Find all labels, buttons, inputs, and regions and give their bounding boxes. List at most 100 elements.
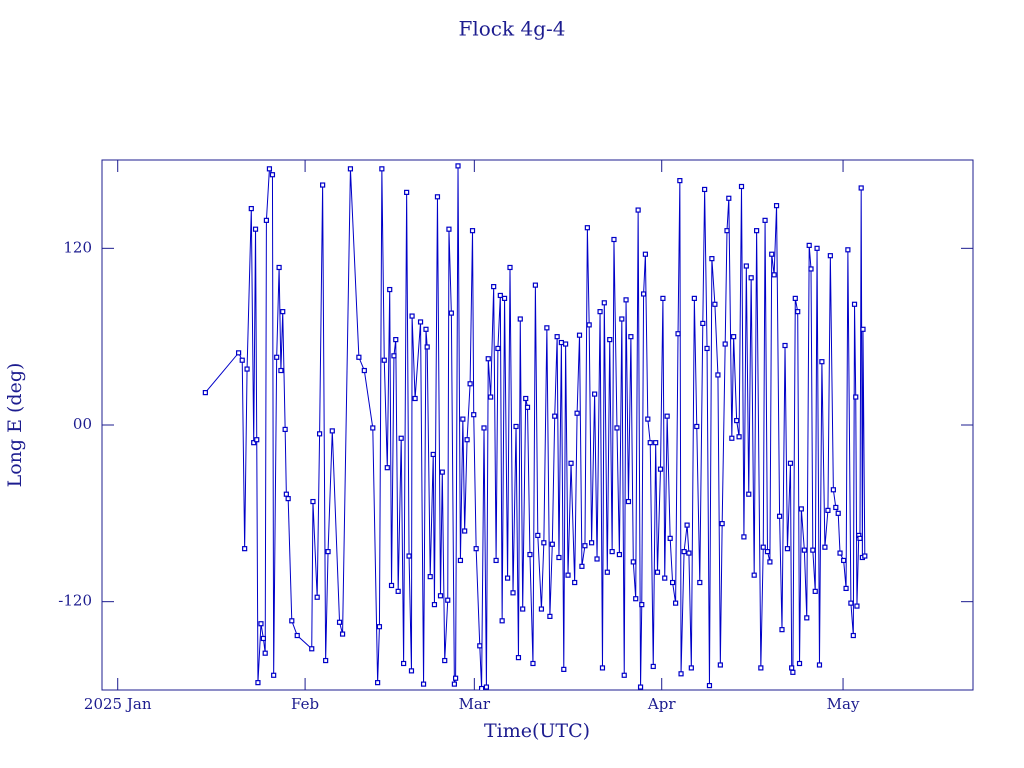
data-point xyxy=(630,559,636,565)
data-point xyxy=(497,292,503,299)
data-point xyxy=(782,342,788,349)
data-point xyxy=(771,272,777,278)
data-point xyxy=(563,341,569,347)
data-point xyxy=(485,356,491,362)
data-point xyxy=(361,367,367,374)
data-point xyxy=(792,295,798,301)
data-point xyxy=(568,460,574,466)
data-point xyxy=(776,513,783,519)
data-point xyxy=(406,553,412,559)
data-point xyxy=(751,572,757,578)
data-point xyxy=(473,546,479,552)
data-point xyxy=(439,469,445,475)
data-point xyxy=(391,353,397,359)
data-point xyxy=(601,300,607,306)
x-tick-label: Mar xyxy=(459,695,491,713)
data-point xyxy=(653,440,659,446)
data-point xyxy=(376,624,383,630)
data-point xyxy=(538,606,545,612)
data-point xyxy=(738,183,745,190)
data-point xyxy=(694,423,700,430)
data-point xyxy=(552,413,558,419)
data-point xyxy=(280,309,286,315)
data-point xyxy=(375,680,381,686)
data-point xyxy=(675,331,681,337)
data-point xyxy=(592,391,598,397)
chart-title: Flock 4g-4 xyxy=(458,17,565,41)
data-point xyxy=(242,546,248,552)
data-point xyxy=(408,668,415,674)
data-point xyxy=(437,593,444,599)
data-point xyxy=(239,357,245,363)
data-point xyxy=(576,332,583,338)
data-point xyxy=(269,172,276,178)
data-point xyxy=(604,569,610,575)
data-point xyxy=(283,491,289,497)
data-point xyxy=(527,551,533,558)
data-point xyxy=(541,540,547,546)
data-point xyxy=(706,682,713,689)
data-point xyxy=(657,466,664,472)
data-point xyxy=(294,632,300,639)
data-point xyxy=(262,650,268,656)
data-point xyxy=(530,660,536,667)
data-point xyxy=(523,395,529,402)
data-point xyxy=(743,263,749,269)
data-point xyxy=(464,437,470,443)
data-point xyxy=(398,435,404,441)
data-point xyxy=(816,662,823,668)
data-point xyxy=(532,282,538,288)
data-point xyxy=(667,535,673,541)
data-point xyxy=(431,602,438,608)
data-point xyxy=(515,655,522,661)
data-point xyxy=(660,295,666,301)
data-point xyxy=(535,532,541,539)
data-point xyxy=(635,207,641,213)
x-axis-label: Time(UTC) xyxy=(484,720,590,742)
data-point xyxy=(263,217,270,223)
data-point xyxy=(795,309,801,315)
data-point xyxy=(688,665,694,671)
data-point xyxy=(845,247,851,253)
data-point xyxy=(276,264,282,271)
data-point xyxy=(586,322,592,328)
data-point xyxy=(427,574,433,580)
data-point xyxy=(704,345,710,352)
data-point xyxy=(804,615,810,621)
data-point xyxy=(734,417,740,424)
data-point xyxy=(609,549,615,555)
data-point xyxy=(835,510,841,516)
data-point xyxy=(853,394,859,400)
data-point xyxy=(244,366,250,372)
data-point xyxy=(462,528,468,534)
data-point xyxy=(814,245,820,251)
data-point xyxy=(278,367,284,374)
data-point xyxy=(830,487,836,493)
data-point xyxy=(423,326,429,332)
data-point xyxy=(857,535,863,541)
data-point xyxy=(729,435,735,441)
data-point xyxy=(862,553,868,559)
data-point xyxy=(282,426,288,433)
x-tick-label: May xyxy=(827,695,860,713)
data-point xyxy=(387,286,393,293)
data-point xyxy=(457,557,464,564)
data-point xyxy=(684,522,690,528)
data-point xyxy=(424,344,430,350)
data-point xyxy=(477,643,483,649)
data-point xyxy=(260,635,266,642)
data-point xyxy=(588,540,595,546)
data-point xyxy=(633,596,639,602)
data-point xyxy=(379,166,385,172)
data-point xyxy=(700,320,706,327)
data-point xyxy=(271,672,277,678)
data-point xyxy=(741,534,747,540)
data-point xyxy=(669,579,676,586)
data-point xyxy=(499,618,505,624)
data-point xyxy=(639,602,645,608)
data-point xyxy=(642,251,648,257)
y-tick-label: 120 xyxy=(63,238,92,256)
data-point xyxy=(467,381,473,387)
data-point xyxy=(760,544,766,550)
